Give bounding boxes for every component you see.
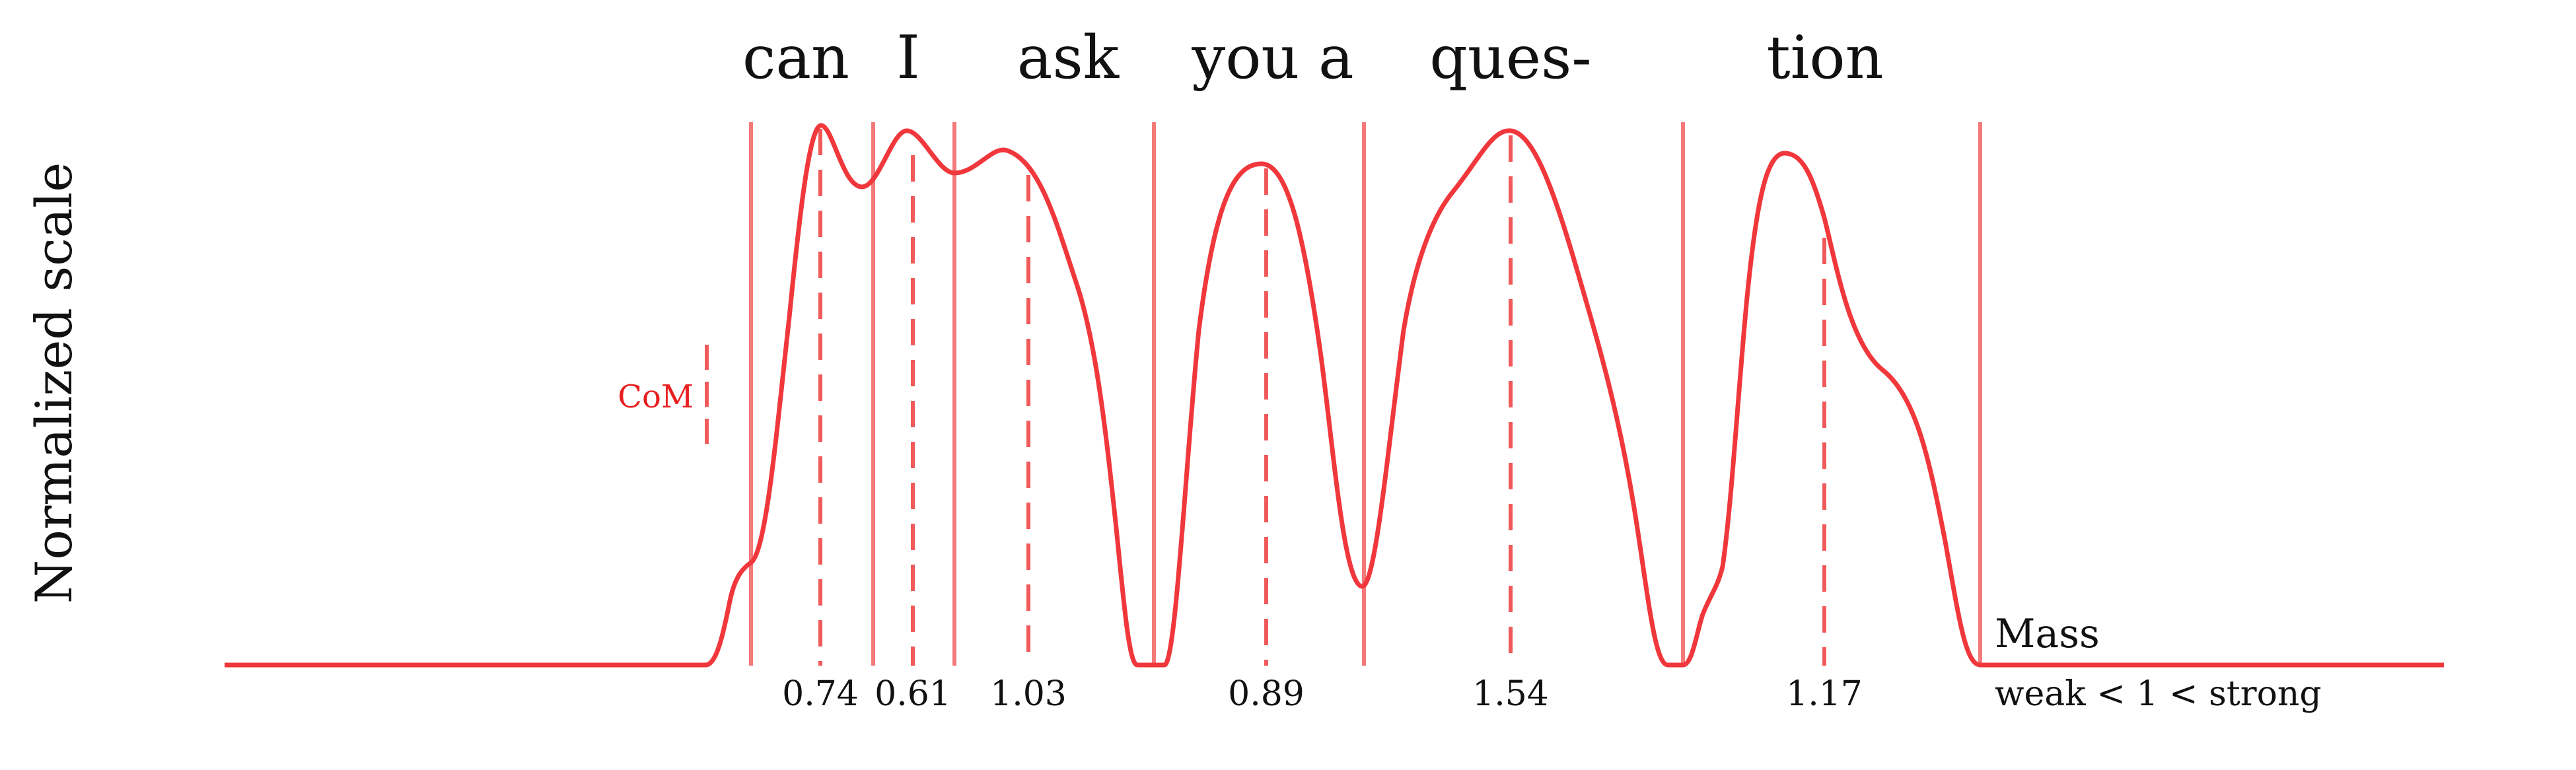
word-label: tion bbox=[1766, 23, 1883, 92]
word-label: I bbox=[896, 23, 920, 92]
word-label: can bbox=[742, 23, 849, 92]
mass-value: 0.74 bbox=[782, 674, 859, 714]
com-lines bbox=[818, 129, 1826, 666]
word-label: ask bbox=[1017, 23, 1120, 92]
mass-value: 0.61 bbox=[875, 674, 951, 714]
mass-legend-title: Mass bbox=[1995, 611, 2100, 657]
com-legend: CoM bbox=[618, 345, 709, 444]
mass-values: 0.74 0.61 1.03 0.89 1.54 1.17 bbox=[782, 674, 1863, 714]
mass-value: 1.54 bbox=[1472, 674, 1549, 714]
mass-value: 1.03 bbox=[990, 674, 1067, 714]
mass-legend-scale: weak < 1 < strong bbox=[1995, 674, 2322, 714]
y-axis-label: Normalized scale bbox=[24, 162, 83, 604]
word-label: you a bbox=[1191, 23, 1353, 92]
mass-value: 0.89 bbox=[1228, 674, 1305, 714]
boundary-lines bbox=[749, 122, 1982, 666]
com-legend-label: CoM bbox=[618, 378, 694, 415]
word-labels: can I ask you a ques- tion bbox=[742, 23, 1884, 92]
mass-value: 1.17 bbox=[1786, 674, 1863, 714]
mass-curve bbox=[225, 123, 2444, 668]
word-label: ques- bbox=[1429, 23, 1591, 92]
